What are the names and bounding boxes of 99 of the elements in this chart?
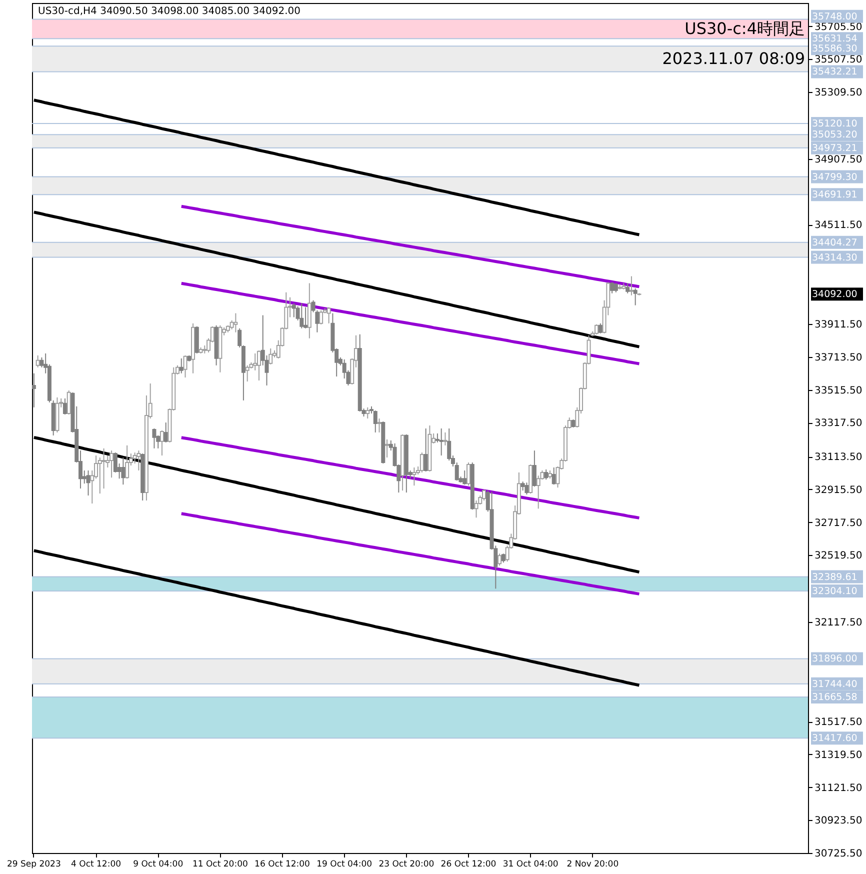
candlestick xyxy=(385,438,390,458)
y-tick-label: 35507.50 xyxy=(814,54,862,66)
x-tick-label: 19 Oct 04:00 xyxy=(316,860,372,870)
candlestick xyxy=(268,348,273,365)
candlestick xyxy=(544,468,548,480)
x-tick-label: 4 Oct 12:00 xyxy=(71,860,122,870)
annotation: 2023.11.07 08:09 xyxy=(662,49,805,68)
candlestick xyxy=(125,444,130,480)
candlestick xyxy=(633,288,638,306)
candlestick xyxy=(256,350,261,381)
y-tick-label: 34907.50 xyxy=(814,154,862,166)
candlestick xyxy=(532,450,536,488)
candlestick xyxy=(614,282,618,293)
x-tick-label: 2 Nov 20:00 xyxy=(566,860,619,870)
annotation: US30-c:4時間足 xyxy=(684,19,805,38)
candlestick xyxy=(32,372,36,408)
ref-line-label: 35586.30 xyxy=(812,44,858,55)
line-series xyxy=(180,512,641,596)
candlestick xyxy=(304,306,308,329)
candlestick xyxy=(110,450,114,478)
ref-line-label: 34314.30 xyxy=(812,252,858,264)
candlestick xyxy=(164,422,168,443)
candlestick xyxy=(439,428,444,456)
candlestick xyxy=(498,553,502,566)
x-tick-label: 16 Oct 12:00 xyxy=(254,860,310,870)
candlestick xyxy=(300,302,304,329)
y-tick-label: 32117.50 xyxy=(814,617,862,628)
candlestick xyxy=(183,354,188,378)
ref-line-label: 35120.10 xyxy=(812,118,858,130)
ref-line-label: 32389.61 xyxy=(812,572,858,583)
ref-line-label: 31744.40 xyxy=(812,678,858,690)
line-series xyxy=(180,282,641,366)
ref-line-label: 31896.00 xyxy=(812,654,858,665)
x-tick-label: 29 Sep 2023 xyxy=(7,860,61,870)
candlestick xyxy=(482,489,486,501)
candlestick xyxy=(234,312,238,333)
y-tick-label: 33911.50 xyxy=(814,320,862,331)
x-tick-label: 23 Oct 20:00 xyxy=(378,860,434,870)
y-tick-label: 30725.50 xyxy=(814,848,862,860)
x-tick-label: 9 Oct 04:00 xyxy=(133,860,184,870)
y-tick-label: 33713.50 xyxy=(814,352,862,364)
ref-line-label: 32304.10 xyxy=(812,586,858,597)
y-tick-label: 31319.50 xyxy=(814,750,862,761)
candlestick xyxy=(420,452,424,473)
candlestick xyxy=(524,482,529,496)
ref-line-label: 31417.60 xyxy=(812,733,858,744)
candlestick xyxy=(594,324,599,335)
ref-line-label: 35053.20 xyxy=(812,130,858,141)
candlestick xyxy=(319,310,324,325)
candlestick xyxy=(253,352,258,371)
chart-title: US30-cd,H4 34090.50 34098.00 34085.00 34092.00 xyxy=(38,6,300,17)
x-tick-label: 26 Oct 12:00 xyxy=(440,860,496,870)
candlestick xyxy=(326,306,331,324)
y-tick-label: 32915.50 xyxy=(814,484,862,496)
x-tick-label: 11 Oct 20:00 xyxy=(192,860,248,870)
candlestick xyxy=(136,450,141,471)
ref-line-label: 31665.58 xyxy=(812,692,858,703)
candlestick xyxy=(466,462,470,486)
y-tick-label: 33515.50 xyxy=(814,385,862,396)
candlestick xyxy=(160,430,164,456)
ref-line-label: 35432.21 xyxy=(812,66,858,78)
candlestick xyxy=(412,466,416,486)
candlestick xyxy=(62,398,67,416)
y-tick-label: 32717.50 xyxy=(814,518,862,529)
candlestick xyxy=(36,354,40,368)
candlestick xyxy=(598,322,602,334)
y-tick-label: 33317.50 xyxy=(814,418,862,430)
candlestick xyxy=(292,302,296,318)
y-tick-label: 31517.50 xyxy=(814,717,862,728)
candlestick xyxy=(366,406,370,419)
candlestick xyxy=(610,282,614,294)
ref-line-label: 34973.21 xyxy=(812,142,858,154)
ref-line-label: 35748.00 xyxy=(812,11,858,22)
y-tick-label: 32519.50 xyxy=(814,550,862,562)
candlestick xyxy=(245,364,250,382)
candlestick xyxy=(626,282,630,294)
candlestick xyxy=(377,418,382,433)
ref-line-label: 34691.91 xyxy=(812,190,858,201)
candlestick xyxy=(86,470,90,496)
candlestick xyxy=(629,276,634,296)
candlestick xyxy=(443,432,448,446)
y-tick-label: 33113.50 xyxy=(814,452,862,464)
ref-line-label: 34799.30 xyxy=(812,172,858,183)
candlestick xyxy=(179,358,184,374)
candlestick xyxy=(102,448,106,490)
line-series xyxy=(180,436,641,520)
ref-line-label: 34404.27 xyxy=(812,237,858,248)
y-tick-label: 34511.50 xyxy=(814,220,862,232)
y-tick-label: 35705.50 xyxy=(814,22,862,33)
y-tick-label: 30923.50 xyxy=(814,816,862,827)
candlestick xyxy=(373,410,378,433)
ref-line-label: 35631.54 xyxy=(812,34,858,45)
text: 34092.00 xyxy=(812,289,858,300)
y-tick-label: 31121.50 xyxy=(814,782,862,794)
y-tick-label: 35309.50 xyxy=(814,88,862,99)
candlestick xyxy=(152,428,156,449)
x-tick-label: 31 Oct 04:00 xyxy=(502,860,558,870)
candlestick xyxy=(121,457,126,486)
candlestick xyxy=(462,470,467,486)
